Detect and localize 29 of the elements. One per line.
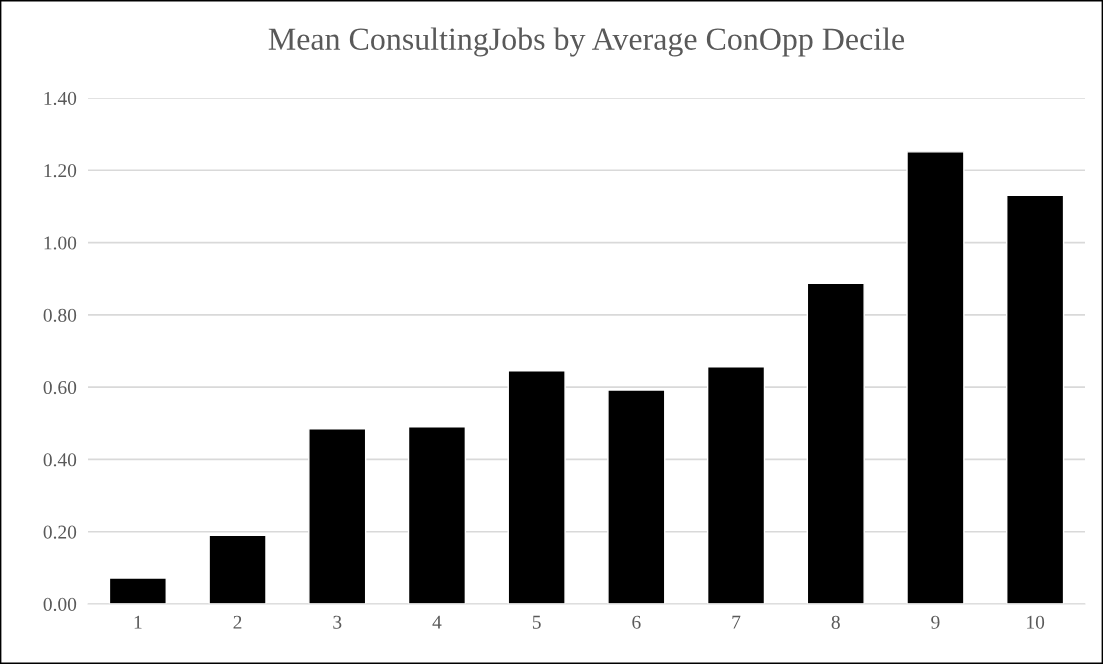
bar <box>906 151 965 604</box>
bar <box>706 366 766 604</box>
x-tick-label: 5 <box>532 615 541 629</box>
bar <box>607 389 666 604</box>
bar <box>108 577 167 604</box>
x-tick-label: 6 <box>632 615 641 629</box>
bar <box>1006 194 1065 604</box>
x-tick-label: 1 <box>134 615 142 629</box>
x-tick-label: 3 <box>333 615 342 629</box>
bar <box>806 282 865 604</box>
y-tick-label: 0.20 <box>43 525 77 539</box>
y-tick-label: 0.40 <box>43 453 77 467</box>
x-tick-label: 8 <box>831 615 840 629</box>
x-tick-label: 4 <box>432 615 442 629</box>
x-tick-label: 7 <box>732 615 741 629</box>
y-tick-label: 0.80 <box>43 308 77 322</box>
y-tick-label: 0.60 <box>43 380 77 395</box>
y-tick-label: 0.00 <box>43 597 77 612</box>
y-tick-label: 1.00 <box>44 236 77 250</box>
x-tick-label: 2 <box>233 615 242 629</box>
chart-title: Mean ConsultingJobs by Average ConOpp Decile <box>268 27 905 57</box>
bar <box>208 534 267 604</box>
x-tick-label: 9 <box>931 615 940 629</box>
y-tick-label: 1.20 <box>44 164 77 178</box>
bar <box>308 428 367 604</box>
y-tick-label: 1.40 <box>44 91 77 106</box>
bar <box>507 370 566 604</box>
x-tick-label: 10 <box>1027 615 1045 629</box>
bar <box>407 426 467 604</box>
